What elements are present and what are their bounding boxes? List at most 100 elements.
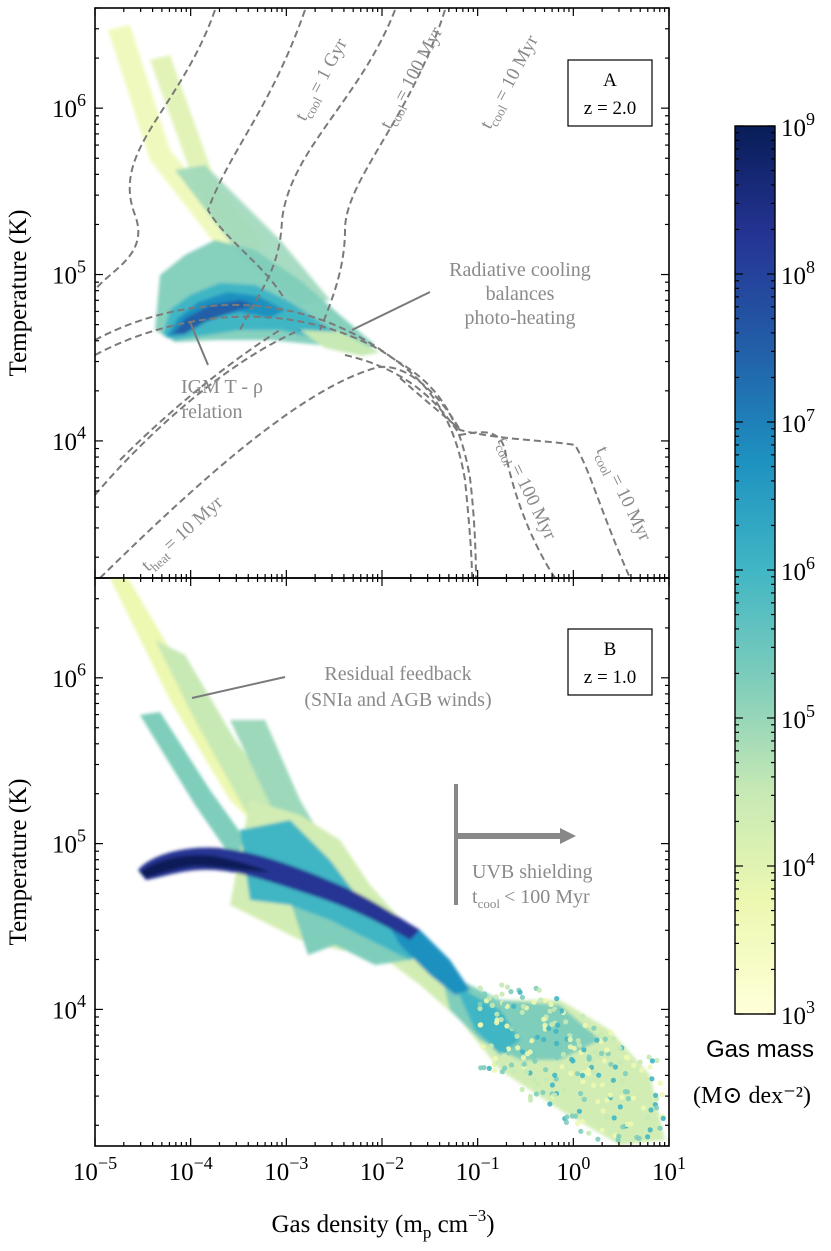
speckle bbox=[553, 1028, 559, 1034]
tick-label: 101 bbox=[652, 1153, 686, 1186]
speckle bbox=[533, 1091, 540, 1097]
speckle bbox=[567, 1036, 573, 1043]
speckle bbox=[631, 1062, 637, 1069]
speckle bbox=[543, 1077, 549, 1083]
speckle bbox=[576, 1042, 582, 1048]
speckle bbox=[592, 1049, 598, 1055]
speckle bbox=[611, 1115, 617, 1121]
speckle bbox=[541, 1036, 547, 1043]
speckle bbox=[552, 1072, 558, 1078]
speckle bbox=[549, 1021, 555, 1028]
panel-a-dense-core bbox=[166, 292, 285, 338]
speckle bbox=[531, 1055, 537, 1061]
speckle bbox=[654, 1057, 660, 1064]
panel-b-dense-region-2 bbox=[455, 985, 520, 1055]
speckle bbox=[581, 1096, 587, 1102]
speckle bbox=[542, 1022, 548, 1028]
speckle bbox=[491, 1028, 498, 1034]
speckle bbox=[622, 1071, 629, 1077]
speckle bbox=[477, 1005, 483, 1012]
tick-label: 10−1 bbox=[456, 1153, 500, 1186]
speckle bbox=[517, 989, 523, 995]
tick-label: 104 bbox=[52, 991, 86, 1024]
speckle bbox=[582, 1038, 588, 1044]
tick-label: 10−4 bbox=[169, 1153, 213, 1186]
tick-label: 10−2 bbox=[360, 1153, 404, 1186]
speckle bbox=[563, 1119, 570, 1125]
speckle bbox=[567, 1044, 574, 1050]
tick-label: 106 bbox=[52, 90, 86, 123]
speckle bbox=[591, 1069, 597, 1075]
speckle bbox=[634, 1134, 640, 1140]
speckle bbox=[520, 1055, 527, 1061]
speckle bbox=[587, 1032, 593, 1039]
speckle bbox=[649, 1058, 656, 1064]
speckle bbox=[529, 1038, 535, 1044]
colorbar-label-1: Gas mass bbox=[706, 1036, 814, 1063]
speckle bbox=[512, 1019, 518, 1025]
speckle bbox=[528, 1097, 534, 1103]
speckle bbox=[506, 1050, 512, 1056]
panel-b-igm-arc bbox=[138, 847, 420, 940]
speckle bbox=[504, 1023, 510, 1029]
speckle bbox=[595, 1136, 601, 1142]
speckle bbox=[563, 1019, 569, 1025]
speckle bbox=[591, 1082, 597, 1088]
colorbar-ticks bbox=[735, 125, 775, 1015]
speckle bbox=[549, 1082, 556, 1088]
speckle bbox=[554, 1009, 561, 1015]
speckle bbox=[523, 1070, 530, 1076]
speckle bbox=[578, 1090, 584, 1097]
speckle bbox=[586, 1071, 592, 1077]
igm-pointer bbox=[189, 321, 209, 366]
speckle bbox=[628, 1121, 634, 1127]
speckle bbox=[508, 1062, 515, 1068]
speckle bbox=[519, 994, 526, 1000]
speckle bbox=[560, 1087, 567, 1093]
tick-label: 103 bbox=[781, 997, 815, 1030]
panel-b: Residual feedback (SNIa and AGB winds) U… bbox=[5, 577, 686, 1242]
panel-a-ytick-labels: 104 105 106 bbox=[52, 90, 86, 456]
speckle bbox=[519, 1041, 525, 1047]
tcool-1gyr-curve bbox=[95, 9, 216, 291]
speckle bbox=[645, 1134, 651, 1140]
panel-a-ylabel: Temperature (K) bbox=[5, 210, 32, 377]
panel-b-ytick-labels: 104 105 106 bbox=[52, 660, 86, 1025]
speckle bbox=[522, 1028, 528, 1034]
tick-label: 105 bbox=[52, 825, 86, 858]
speckle bbox=[511, 1003, 517, 1009]
tick-label: 107 bbox=[781, 405, 815, 438]
speckle bbox=[498, 1016, 504, 1023]
panel-a: Radiative cooling balances photo-heating… bbox=[5, 7, 670, 579]
speckle bbox=[618, 1059, 624, 1065]
speckle bbox=[575, 1121, 581, 1127]
speckle bbox=[630, 1095, 637, 1101]
speckle bbox=[536, 987, 542, 993]
tcool-100myr-lower bbox=[344, 354, 556, 578]
speckle bbox=[616, 1133, 622, 1139]
speckle bbox=[502, 1065, 508, 1071]
tick-label: 104 bbox=[52, 423, 86, 456]
speckle bbox=[649, 1076, 655, 1082]
label-tcool-100myr: tcool= 100 Myr bbox=[376, 23, 450, 134]
speckle bbox=[637, 1059, 643, 1065]
speckle bbox=[499, 982, 505, 988]
label-tcool-10myr-lower: tcool= 10 Myr bbox=[589, 443, 656, 546]
speckle bbox=[494, 1011, 500, 1017]
equilibrium-curve-2 bbox=[95, 315, 473, 578]
speckle bbox=[554, 1054, 560, 1060]
speckle bbox=[659, 1092, 665, 1098]
speckle bbox=[610, 1036, 617, 1042]
speckle bbox=[511, 1069, 517, 1075]
speckle bbox=[547, 1101, 553, 1107]
speckle bbox=[645, 1114, 651, 1120]
speckle bbox=[559, 1008, 565, 1014]
speckle bbox=[546, 1025, 552, 1031]
tick-label: 108 bbox=[781, 257, 815, 290]
speckle bbox=[653, 1105, 660, 1111]
speckle bbox=[554, 1040, 560, 1047]
speckle bbox=[601, 1058, 607, 1064]
speckle bbox=[543, 1067, 549, 1073]
speckle bbox=[660, 1115, 666, 1121]
